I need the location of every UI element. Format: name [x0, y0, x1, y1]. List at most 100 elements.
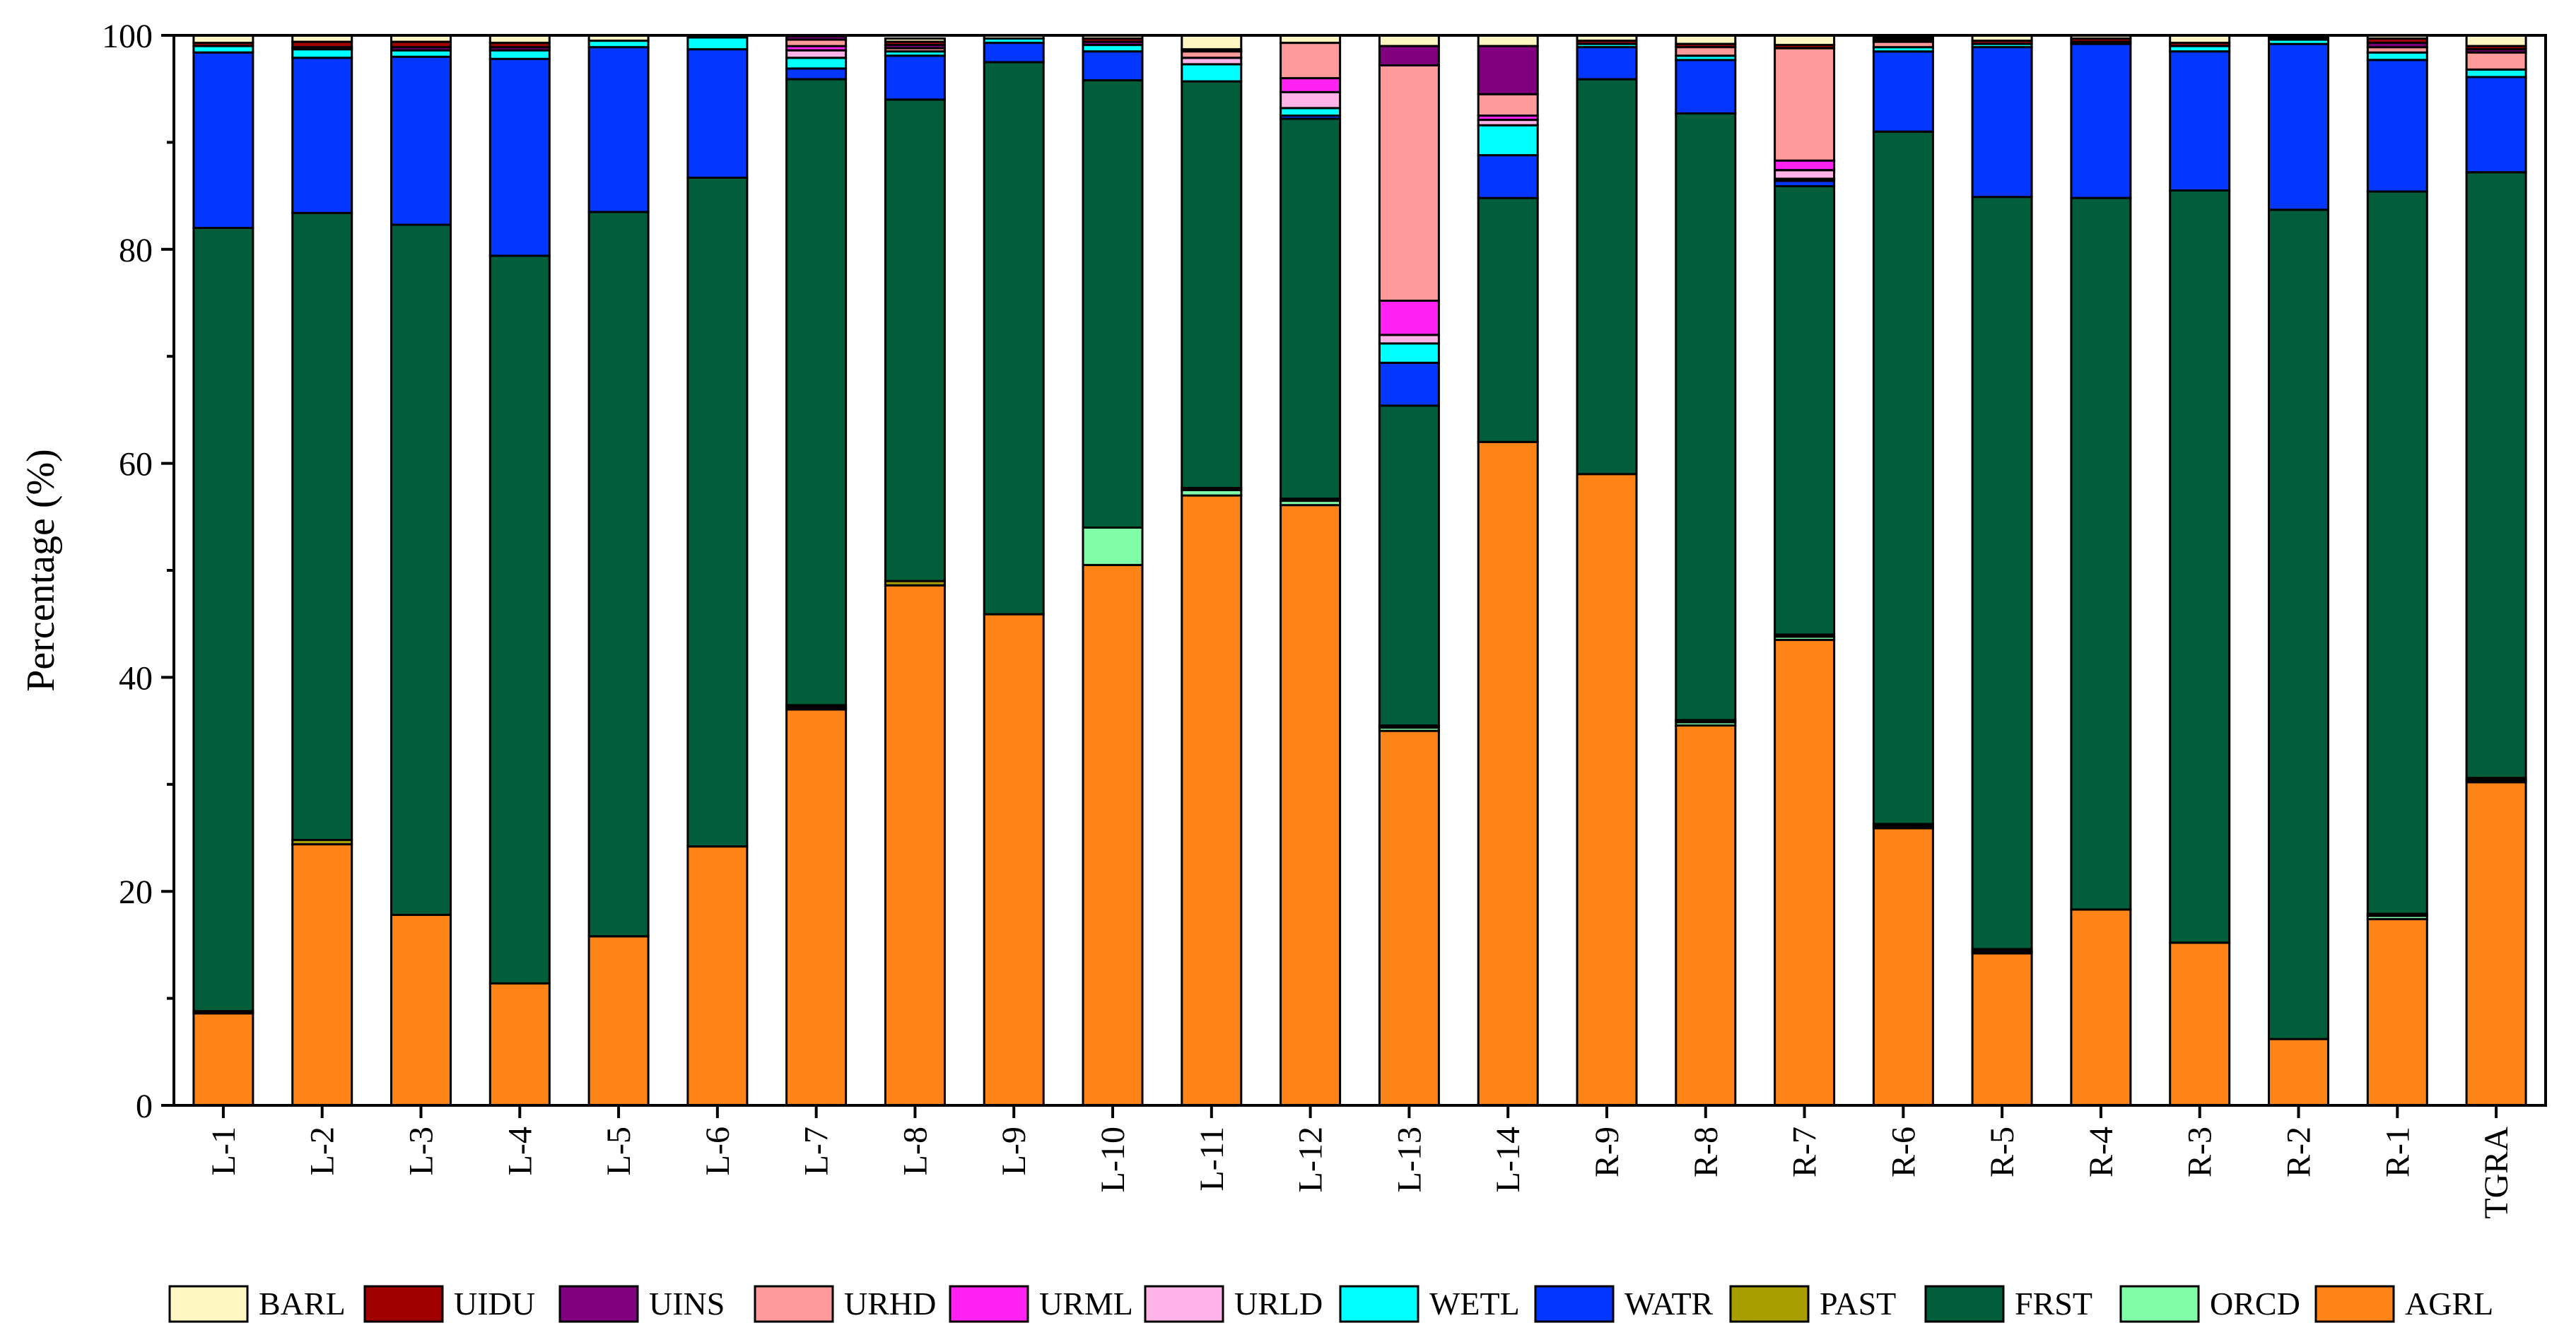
legend-swatch-urhd [754, 1285, 834, 1323]
y-tick-label: 80 [119, 232, 153, 269]
bar-segment-r-4-watr [2070, 42, 2132, 199]
x-tick-label: L-2 [304, 1127, 341, 1175]
bar-segment-l-13-watr [1378, 361, 1440, 407]
bar-segment-tgra-frst [2465, 171, 2527, 780]
bar-segment-l-14-uins [1477, 45, 1539, 95]
x-tick-label: L-13 [1391, 1127, 1428, 1192]
legend-label-wetl: WETL [1429, 1286, 1520, 1322]
bar-segment-l-12-agrl [1280, 504, 1342, 1107]
bar-segment-l-1-watr [192, 51, 254, 229]
x-tick-label: L-14 [1489, 1127, 1527, 1192]
bar-segment-l-14-barl [1477, 34, 1539, 47]
bar-segment-l-14-agrl [1477, 440, 1539, 1107]
x-tick-label: L-11 [1193, 1127, 1231, 1192]
bar-segment-l-13-urld [1378, 334, 1440, 345]
bar-segment-r-2-frst [2268, 208, 2329, 1040]
bar-segment-r-9-frst [1576, 78, 1638, 476]
bar-segment-r-7-urml [1774, 159, 1836, 172]
x-tick-label: R-2 [2281, 1127, 2318, 1177]
bar-segment-tgra-wetl [2465, 68, 2527, 78]
legend-swatch-uidu [363, 1285, 444, 1323]
bar-segment-r-4-frst [2070, 196, 2132, 911]
bar-segment-l-4-wetl [488, 49, 551, 60]
bar-segment-l-10-agrl [1082, 563, 1144, 1107]
x-tick-label: L-12 [1292, 1127, 1330, 1192]
bar-segment-l-4-frst [488, 254, 551, 985]
bar-segment-r-5-frst [1971, 196, 2033, 951]
x-tick-label: R-4 [2083, 1127, 2120, 1177]
x-tick-label: L-10 [1094, 1127, 1132, 1192]
bar-segment-l-7-agrl [785, 708, 848, 1107]
bar-segment-l-7-frst [785, 78, 848, 707]
x-tick-label: L-3 [403, 1127, 440, 1175]
bar-segment-r-8-watr [1675, 59, 1737, 114]
legend-label-barl: BARL [259, 1286, 346, 1322]
bar-segment-r-1-watr [2366, 59, 2428, 193]
x-tick-label: R-7 [1786, 1127, 1824, 1177]
bar-segment-l-7-wetl [785, 57, 848, 70]
bar-segment-l-9-watr [983, 42, 1045, 64]
bar-segment-l-13-uins [1378, 45, 1440, 66]
legend-label-urml: URML [1039, 1286, 1133, 1322]
bar-segment-tgra-agrl [2465, 781, 2527, 1107]
bar-segment-l-14-frst [1477, 196, 1539, 443]
bar-segment-l-10-watr [1082, 50, 1144, 82]
bar-segment-tgra-barl [2465, 34, 2527, 47]
x-tick-label: L-4 [501, 1127, 539, 1175]
x-tick-label: R-8 [1687, 1127, 1725, 1177]
bar-segment-l-2-wetl [291, 48, 353, 59]
x-tick-label: L-7 [798, 1127, 836, 1175]
legend-label-orcd: ORCD [2210, 1286, 2300, 1322]
bar-segment-tgra-urhd [2465, 51, 2527, 71]
bar-segment-r-7-urld [1774, 169, 1836, 180]
bar-segment-l-2-frst [291, 211, 353, 841]
bar-segment-l-8-frst [884, 98, 946, 582]
y-tick-label: 40 [119, 659, 153, 697]
bar-segment-l-7-urld [785, 49, 848, 59]
bar-segment-l-2-agrl [291, 843, 353, 1107]
bar-segment-l-12-wetl [1280, 107, 1342, 117]
bar-segment-l-6-wetl [686, 36, 749, 51]
legend-swatch-wetl [1339, 1285, 1419, 1323]
bar-segment-r-8-agrl [1675, 724, 1737, 1107]
legend-swatch-frst [1924, 1285, 2005, 1323]
bar-segment-l-9-frst [983, 61, 1045, 616]
legend-swatch-urml [949, 1285, 1029, 1323]
bar-segment-r-1-frst [2366, 190, 2428, 915]
bar-segment-l-7-watr [785, 67, 848, 81]
legend-swatch-barl [168, 1285, 249, 1323]
bar-segment-r-5-watr [1971, 46, 2033, 199]
legend-swatch-agrl [2314, 1285, 2395, 1323]
bar-segment-l-13-frst [1378, 404, 1440, 727]
bar-segment-r-7-urhd [1774, 47, 1836, 162]
bar-segment-l-13-urhd [1378, 64, 1440, 302]
x-tick-label: R-5 [1984, 1127, 2021, 1177]
legend-label-frst: FRST [2015, 1286, 2092, 1322]
bar-segment-r-1-agrl [2366, 918, 2428, 1107]
bar-segment-r-6-agrl [1872, 827, 1934, 1107]
bar-segment-r-7-agrl [1774, 638, 1836, 1107]
bar-segment-l-1-agrl [192, 1012, 254, 1107]
bar-segment-l-14-wetl [1477, 124, 1539, 157]
legend-label-uins: UINS [649, 1286, 725, 1322]
bar-segment-l-6-agrl [686, 845, 749, 1107]
legend-label-urld: URLD [1234, 1286, 1323, 1322]
bar-segment-l-13-urml [1378, 300, 1440, 336]
bar-segment-r-9-watr [1576, 46, 1638, 81]
bar-segment-r-7-frst [1774, 185, 1836, 636]
bar-segment-l-12-frst [1280, 117, 1342, 500]
bar-segment-l-11-barl [1181, 34, 1243, 51]
bar-segment-l-5-frst [587, 211, 650, 938]
bar-segment-l-6-watr [686, 48, 749, 179]
bar-segment-l-11-agrl [1181, 494, 1243, 1107]
bar-segment-l-2-watr [291, 57, 353, 214]
bar-segment-l-11-frst [1181, 80, 1243, 489]
bar-segment-r-7-barl [1774, 34, 1836, 47]
bar-segment-l-13-barl [1378, 34, 1440, 47]
bar-segment-l-8-watr [884, 54, 946, 101]
y-axis: 0 20 40 60 80 100 [102, 18, 174, 1125]
bar-segment-l-8-agrl [884, 584, 946, 1107]
y-tick-label: 20 [119, 874, 153, 911]
legend-swatch-uins [558, 1285, 639, 1323]
legend-label-urhd: URHD [844, 1286, 936, 1322]
